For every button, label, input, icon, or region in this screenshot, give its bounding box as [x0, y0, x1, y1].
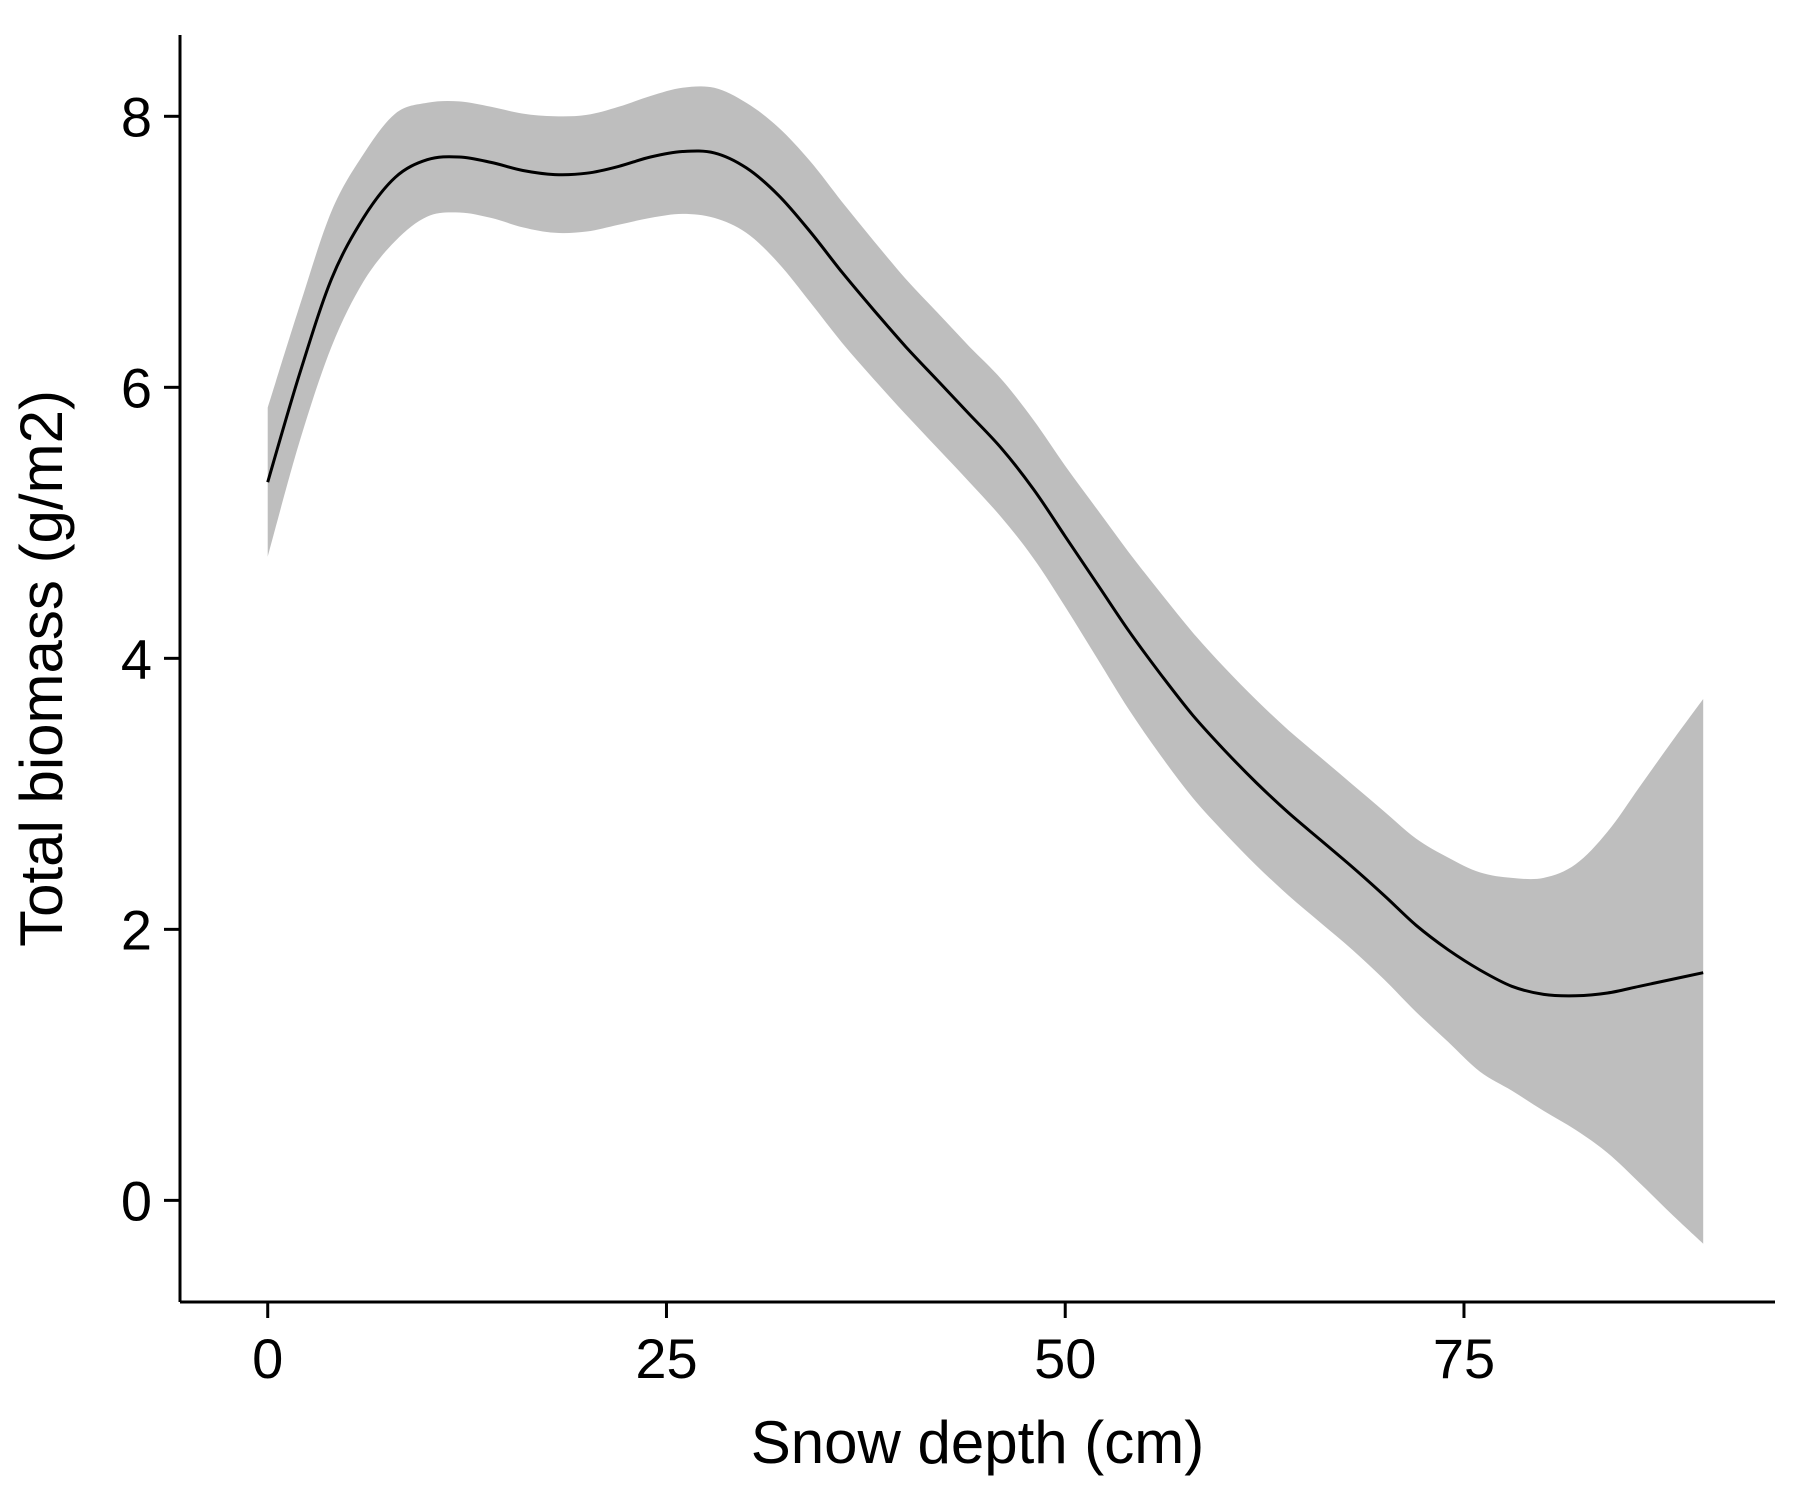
x-tick-label: 75	[1433, 1327, 1495, 1390]
y-axis-title: Total biomass (g/m2)	[8, 390, 75, 947]
y-tick-label: 4	[121, 627, 152, 690]
plot-area	[266, 86, 1704, 1244]
y-tick-label: 2	[121, 898, 152, 961]
x-tick-label: 50	[1034, 1327, 1096, 1390]
y-tick-label: 0	[121, 1169, 152, 1232]
y-tick-label: 6	[121, 356, 152, 419]
confidence-band	[267, 86, 1704, 1244]
y-axis-ticks: 0 2 4 6 8	[121, 85, 180, 1232]
x-tick-label: 25	[635, 1327, 697, 1390]
y-tick-label: 8	[121, 85, 152, 148]
smooth-fit-line	[266, 149, 1704, 998]
x-tick-label: 0	[252, 1327, 283, 1390]
x-axis-ticks: 0 25 50 75	[252, 1302, 1495, 1390]
x-axis-title: Snow depth (cm)	[751, 1409, 1205, 1476]
